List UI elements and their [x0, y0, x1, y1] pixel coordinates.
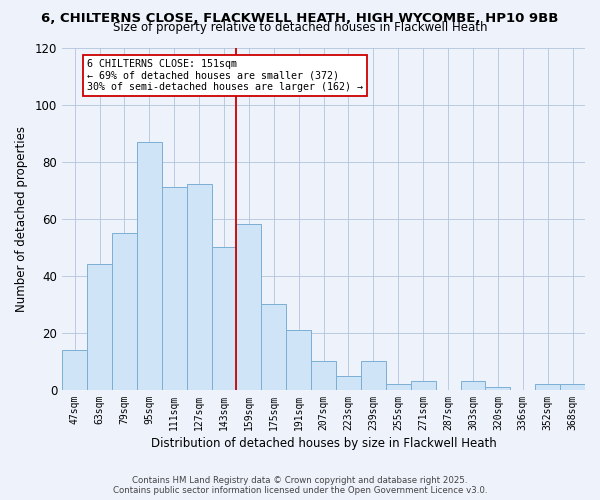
Bar	[461, 382, 485, 390]
Bar	[336, 376, 361, 390]
Bar	[262, 304, 286, 390]
Text: Size of property relative to detached houses in Flackwell Heath: Size of property relative to detached ho…	[113, 22, 487, 35]
Text: 6 CHILTERNS CLOSE: 151sqm
← 69% of detached houses are smaller (372)
30% of semi: 6 CHILTERNS CLOSE: 151sqm ← 69% of detac…	[87, 59, 363, 92]
Text: 6, CHILTERNS CLOSE, FLACKWELL HEATH, HIGH WYCOMBE, HP10 9BB: 6, CHILTERNS CLOSE, FLACKWELL HEATH, HIG…	[41, 12, 559, 26]
X-axis label: Distribution of detached houses by size in Flackwell Heath: Distribution of detached houses by size …	[151, 437, 496, 450]
Bar	[212, 248, 236, 390]
Bar	[535, 384, 560, 390]
Bar	[62, 350, 87, 390]
Bar	[162, 188, 187, 390]
Bar	[485, 387, 511, 390]
Bar	[560, 384, 585, 390]
Bar	[361, 362, 386, 390]
Bar	[411, 382, 436, 390]
Y-axis label: Number of detached properties: Number of detached properties	[15, 126, 28, 312]
Bar	[87, 264, 112, 390]
Bar	[187, 184, 212, 390]
Text: Contains HM Land Registry data © Crown copyright and database right 2025.
Contai: Contains HM Land Registry data © Crown c…	[113, 476, 487, 495]
Bar	[286, 330, 311, 390]
Bar	[112, 233, 137, 390]
Bar	[236, 224, 262, 390]
Bar	[386, 384, 411, 390]
Bar	[311, 362, 336, 390]
Bar	[137, 142, 162, 390]
